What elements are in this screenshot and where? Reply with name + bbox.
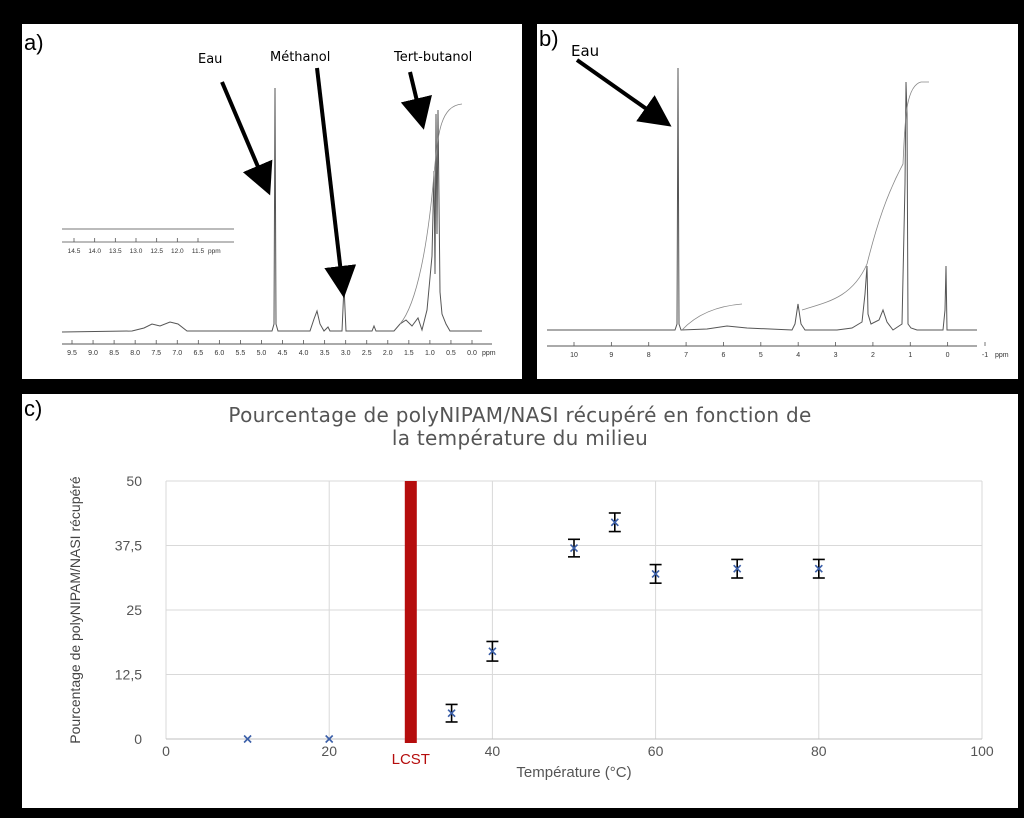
tick-label: 13.5 xyxy=(109,248,122,255)
tick-label: 2.0 xyxy=(383,350,393,357)
tick-label: 5.0 xyxy=(257,350,267,357)
y-tick-label: 0 xyxy=(134,731,142,747)
tick-label: 14.5 xyxy=(68,248,81,255)
integration-curve xyxy=(801,81,929,311)
data-point xyxy=(814,564,823,573)
panel-b-label: b) xyxy=(539,26,559,51)
spectrum-b-plot: 10 9 8 7 6 5 4 3 2 1 0 -1 ppm xyxy=(547,58,1009,359)
panel-a-nmr-spectrum: a) Eau Méthanol Tert-butanol 14.5 14.0 13.… xyxy=(22,24,522,379)
tick-label: 14.0 xyxy=(88,248,101,255)
panel-c-chart: c) Pourcentage de polyNIPAM/NASI récupér… xyxy=(22,394,1018,808)
tick-label: 6.5 xyxy=(193,350,203,357)
x-tick-label: 20 xyxy=(321,743,337,759)
tick-label: 13.0 xyxy=(130,248,143,255)
lcst-label: LCST xyxy=(392,751,430,768)
tick-label: 4.0 xyxy=(299,350,309,357)
y-tick-label: 50 xyxy=(126,473,142,489)
spectrum-a-unit: ppm xyxy=(482,350,496,357)
tick-label: 0 xyxy=(946,352,950,359)
inset-unit: ppm xyxy=(208,248,221,255)
tick-label: 3.0 xyxy=(341,350,351,357)
y-tick-label: 37,5 xyxy=(115,538,142,554)
tick-label: 8.0 xyxy=(130,350,140,357)
tick-label: 5.5 xyxy=(236,350,246,357)
tick-label: 3.5 xyxy=(320,350,330,357)
tick-label: 1 xyxy=(908,352,912,359)
annotation-eau: Eau xyxy=(571,42,600,60)
data-point xyxy=(488,647,497,656)
annotation-tert-butanol: Tert-butanol xyxy=(394,50,473,65)
x-tick-label: 100 xyxy=(970,743,994,759)
tick-label: 5 xyxy=(759,352,763,359)
tick-label: 2 xyxy=(871,352,875,359)
spectrum-b-tick-labels: 10 9 8 7 6 5 4 3 2 1 0 -1 ppm xyxy=(570,342,1009,359)
chart-title: Pourcentage de polyNIPAM/NASI récupéré e… xyxy=(22,404,1018,450)
chart-title-line-2: la température du milieu xyxy=(391,426,649,450)
tick-label: 12.5 xyxy=(150,248,163,255)
spectrum-a-tick-labels: 9.5 9.0 8.5 8.0 7.5 7.0 6.5 6.0 5.5 5.0 4.5 4.0 3.5 3… xyxy=(67,340,496,357)
tick-label: 12.0 xyxy=(171,248,184,255)
tick-label: 8.5 xyxy=(109,350,119,357)
spectrum-a-trace xyxy=(61,87,482,333)
tick-label: 8 xyxy=(647,352,651,359)
tick-label: 9 xyxy=(609,352,613,359)
inset-tick-labels: 14.5 14.0 13.5 13.0 12.5 12.0 11.5 ppm xyxy=(68,238,221,255)
integration-curve xyxy=(681,303,743,331)
tick-label: 0.5 xyxy=(446,350,456,357)
arrow-eau xyxy=(220,81,273,196)
tick-label: -1 xyxy=(982,352,988,359)
data-point xyxy=(325,734,334,744)
tick-label: 7.5 xyxy=(151,350,161,357)
annotation-eau: Eau xyxy=(198,52,223,67)
spectrum-a-plot: 14.5 14.0 13.5 13.0 12.5 12.0 11.5 ppm 9.5 9.0 8.… xyxy=(61,67,496,357)
tick-label: 0.0 xyxy=(467,350,477,357)
data-point xyxy=(610,518,619,527)
tick-label: 10 xyxy=(570,352,578,359)
spectrum-b-unit: ppm xyxy=(995,352,1009,359)
panel-c-label: c) xyxy=(24,396,43,421)
data-point xyxy=(733,564,742,573)
tick-label: 11.5 xyxy=(192,248,205,255)
tick-label: 2.5 xyxy=(362,350,372,357)
tick-label: 9.5 xyxy=(67,350,77,357)
tick-label: 6 xyxy=(722,352,726,359)
arrow-eau xyxy=(575,58,672,127)
x-axis-label: Température (°C) xyxy=(516,764,631,781)
panel-a-label: a) xyxy=(24,30,44,55)
arrow-methanol xyxy=(315,67,357,298)
x-tick-label: 80 xyxy=(811,743,827,759)
tick-label: 4.5 xyxy=(278,350,288,357)
y-tick-label: 25 xyxy=(126,602,142,618)
y-axis-label: Pourcentage de polyNIPAM/NASI récupéré xyxy=(67,476,83,744)
panel-b-nmr-spectrum: b) Eau 10 9 8 7 6 5 4 3 2 1 0 -1 ppm xyxy=(537,24,1018,379)
tick-label: 1.0 xyxy=(425,350,435,357)
x-tick-label: 0 xyxy=(162,743,170,759)
data-point xyxy=(243,734,252,744)
tick-label: 1.5 xyxy=(404,350,414,357)
tick-label: 9.0 xyxy=(88,350,98,357)
tick-label: 3 xyxy=(834,352,838,359)
lcst-line xyxy=(404,481,417,743)
annotation-methanol: Méthanol xyxy=(270,50,331,65)
scatter-chart: 0 20 40 60 80 100 0 12,5 25 37,5 50 LCST Température… xyxy=(67,473,994,781)
x-tick-label: 40 xyxy=(485,743,501,759)
chart-title-line-1: Pourcentage de polyNIPAM/NASI récupéré e… xyxy=(228,403,812,427)
arrow-tert-butanol xyxy=(400,71,432,130)
data-point xyxy=(447,709,456,718)
integration-curve xyxy=(399,103,463,325)
tick-label: 4 xyxy=(796,352,800,359)
data-point xyxy=(651,569,660,578)
spectrum-b-trace xyxy=(547,67,977,331)
tick-label: 7.0 xyxy=(172,350,182,357)
x-tick-label: 60 xyxy=(648,743,664,759)
y-tick-label: 12,5 xyxy=(115,667,142,683)
tick-label: 6.0 xyxy=(215,350,225,357)
tick-label: 7 xyxy=(684,352,688,359)
data-point xyxy=(569,544,579,553)
